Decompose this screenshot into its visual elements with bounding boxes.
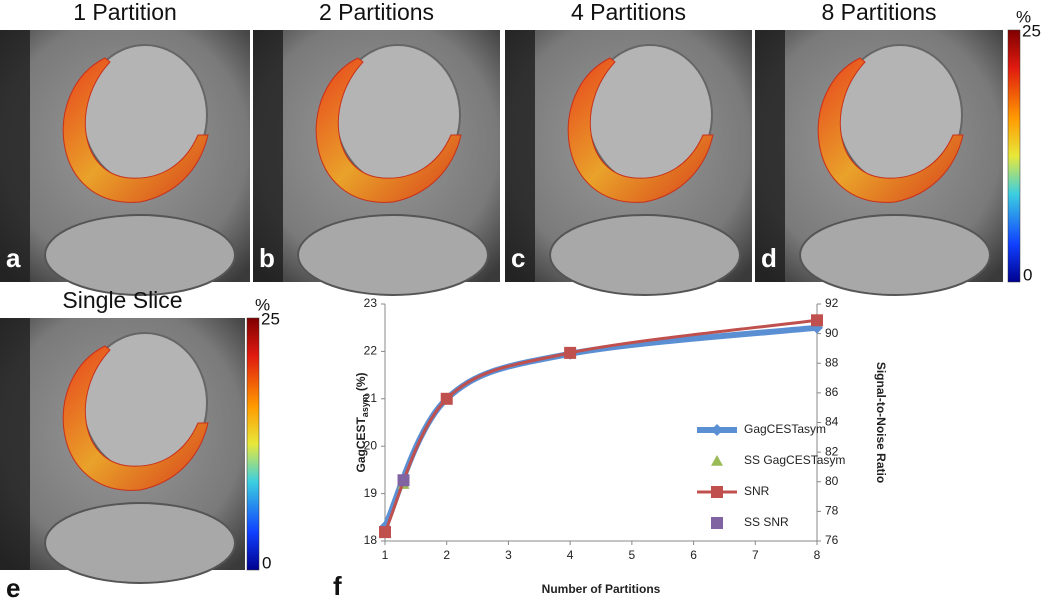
y2-axis-label: Signal-to-Noise Ratio — [874, 362, 888, 483]
dark-edge — [253, 30, 283, 282]
tibia — [44, 214, 236, 296]
cartilage-map — [315, 57, 462, 203]
legend-label: SS SNR — [744, 515, 789, 529]
panel-letter: c — [511, 243, 525, 273]
dark-edge — [505, 30, 535, 282]
tibia — [44, 502, 236, 584]
colorbar-unit: % — [1016, 7, 1031, 26]
y-label-main: GagCEST — [354, 417, 368, 473]
panel-letter: d — [761, 243, 777, 273]
y2-tick-label: 92 — [825, 296, 839, 310]
x-tick-label: 8 — [814, 548, 821, 562]
colorbar-min: 0 — [1023, 265, 1032, 284]
y2-tick-label: 86 — [825, 385, 839, 399]
y-tick-label: 20 — [364, 438, 378, 452]
mri-panel — [505, 30, 752, 296]
y-tick-label: 22 — [364, 344, 378, 358]
dark-edge — [0, 318, 30, 570]
cartilage-map — [817, 57, 964, 203]
colorbar-unit: % — [255, 295, 270, 314]
dark-edge — [0, 30, 30, 282]
colorbar — [246, 317, 260, 571]
marker — [711, 455, 723, 466]
y2-tick-label: 82 — [825, 444, 839, 458]
x-axis-label: Number of Partitions — [542, 582, 661, 596]
x-tick-label: 5 — [629, 548, 636, 562]
y2-tick-label: 78 — [825, 504, 839, 518]
marker — [379, 526, 391, 539]
x-tick-label: 3 — [505, 548, 512, 562]
y-label-sub: asym — [360, 394, 370, 417]
series: GagCESTasym — [379, 321, 826, 533]
mri-panel — [0, 318, 245, 584]
y2-tick-label: 76 — [825, 533, 839, 547]
marker — [711, 517, 723, 529]
panel-title: 1 Partition — [73, 0, 177, 25]
panel-title: 2 Partitions — [319, 0, 434, 25]
panel-letter: b — [259, 243, 275, 273]
y-tick-label: 21 — [364, 391, 378, 405]
colorbar-max: 25 — [1022, 21, 1041, 40]
tibia — [297, 214, 489, 296]
colorbar — [1007, 29, 1021, 283]
y-axis-label: GagCESTasym (%) — [354, 372, 370, 472]
tibia — [799, 214, 991, 296]
panel-letter: a — [6, 243, 21, 273]
series-line — [383, 318, 818, 533]
y-tick-label: 18 — [364, 533, 378, 547]
tibia — [549, 214, 741, 296]
mri-panel — [755, 30, 1003, 296]
chart-letter: f — [333, 571, 342, 599]
panel-title: 8 Partitions — [821, 0, 936, 25]
cartilage-map — [62, 57, 209, 203]
x-tick-label: 7 — [752, 548, 759, 562]
x-tick-label: 2 — [443, 548, 450, 562]
x-tick-label: 4 — [567, 548, 574, 562]
x-tick-label: 1 — [382, 548, 389, 562]
colorbar-min: 0 — [262, 553, 271, 572]
y2-tick-label: 90 — [825, 326, 839, 340]
line-chart: f1 2 3 4 5 6 7 8181920212223767880828486889092N… — [333, 296, 888, 601]
marker — [440, 392, 453, 405]
panel-title: Single Slice — [62, 287, 182, 313]
marker — [711, 424, 723, 436]
y-tick-label: 23 — [364, 296, 378, 310]
panel-letter: e — [6, 573, 20, 599]
marker — [564, 346, 577, 359]
series: SS GagCESTasym — [397, 453, 845, 489]
mri-panel — [0, 30, 250, 296]
series: SS SNR — [397, 474, 789, 529]
panel-title: 4 Partitions — [571, 0, 686, 25]
colorbar-max: 25 — [261, 309, 280, 328]
marker — [811, 314, 823, 327]
legend-label: SS GagCESTasym — [744, 453, 845, 467]
x-tick-label: 6 — [690, 548, 697, 562]
marker — [397, 474, 410, 487]
y2-tick-label: 88 — [825, 355, 839, 369]
y-tick-label: 19 — [364, 486, 378, 500]
series: SNR — [379, 314, 823, 539]
y2-tick-label: 84 — [825, 415, 839, 429]
y2-tick-label: 80 — [825, 474, 839, 488]
dark-edge — [755, 30, 785, 282]
marker — [711, 486, 723, 498]
mri-panel — [253, 30, 500, 296]
legend-label: GagCESTasym — [744, 422, 826, 436]
cartilage-map — [567, 57, 714, 203]
y-label-unit: (%) — [354, 372, 368, 391]
legend-label: SNR — [744, 484, 770, 498]
cartilage-map — [62, 345, 209, 491]
